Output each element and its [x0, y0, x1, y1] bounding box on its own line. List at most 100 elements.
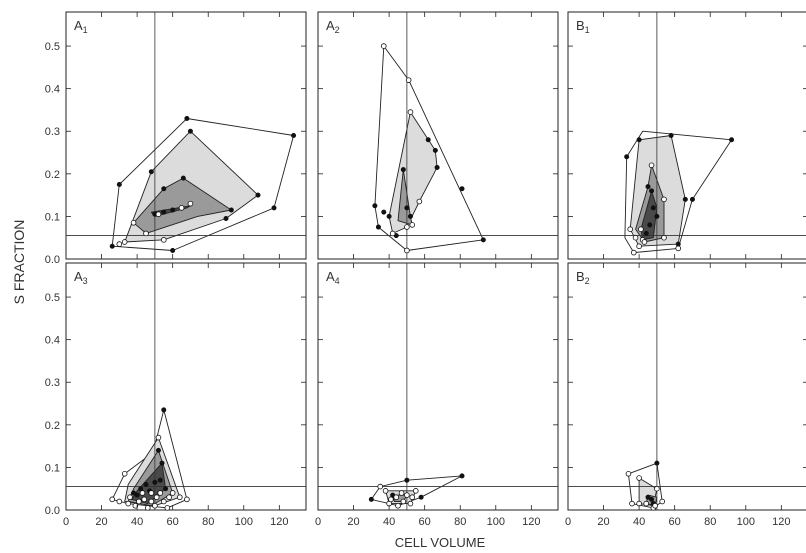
- data-point-closed: [187, 128, 193, 134]
- data-point-open: [629, 500, 635, 507]
- data-point-closed: [372, 203, 378, 209]
- y-tick-label: 0.0: [45, 254, 60, 266]
- x-tick-label: 60: [669, 516, 681, 528]
- data-point-open: [630, 249, 637, 256]
- data-point-closed: [161, 209, 167, 215]
- data-point-open: [141, 496, 148, 503]
- data-point-closed: [668, 133, 674, 139]
- data-point-open: [143, 230, 149, 237]
- data-point-open: [176, 494, 183, 501]
- data-point-closed: [649, 188, 655, 194]
- data-point-closed: [432, 147, 438, 153]
- data-point-open: [160, 237, 167, 243]
- x-tick-label: 100: [737, 516, 755, 528]
- data-point-closed: [381, 209, 387, 215]
- data-point-open: [121, 471, 128, 477]
- data-point-open: [636, 475, 642, 481]
- x-axis-label: CELL VOLUME: [395, 535, 486, 550]
- data-point-closed: [654, 213, 660, 219]
- x-tick-label: 0: [63, 516, 69, 528]
- data-point-open: [632, 234, 639, 241]
- data-point-open: [144, 505, 151, 511]
- data-point-closed: [148, 169, 154, 175]
- y-tick-label: 0.1: [45, 462, 60, 474]
- data-point-open: [404, 247, 410, 254]
- y-tick-label: 0.5: [45, 292, 60, 304]
- data-point-open: [152, 502, 158, 509]
- y-axis-label: S FRACTION: [11, 220, 27, 305]
- data-point-closed: [255, 192, 261, 198]
- y-tick-label: 0.5: [45, 41, 60, 53]
- x-tick-label: 80: [454, 516, 466, 528]
- data-point-open: [157, 490, 164, 496]
- data-point-closed: [155, 447, 161, 453]
- data-point-closed: [418, 494, 424, 500]
- data-point-open: [409, 494, 416, 501]
- data-point-closed: [170, 247, 176, 253]
- data-point-closed: [643, 230, 649, 236]
- data-point-open: [164, 505, 171, 511]
- data-point-open: [638, 226, 644, 232]
- y-tick-label: 0.0: [45, 505, 60, 517]
- data-point-open: [148, 490, 155, 496]
- x-tick-label: 100: [235, 516, 253, 528]
- data-point-open: [661, 234, 667, 241]
- data-point-open: [377, 483, 384, 490]
- x-tick-label: 80: [704, 516, 716, 528]
- data-point-open: [407, 109, 414, 115]
- data-point-closed: [459, 473, 465, 479]
- y-tick-label: 0.2: [45, 420, 60, 432]
- data-point-closed: [163, 486, 169, 492]
- data-point-closed: [636, 137, 642, 143]
- data-point-open: [187, 200, 194, 207]
- data-point-closed: [729, 137, 735, 143]
- data-point-open: [405, 77, 412, 83]
- x-tick-label: 120: [772, 516, 790, 528]
- hull-none: [627, 462, 663, 509]
- x-tick-label: 0: [565, 516, 571, 528]
- x-tick-label: 40: [131, 516, 143, 528]
- data-point-closed: [404, 205, 410, 211]
- data-point-closed: [649, 496, 655, 502]
- data-point-open: [648, 162, 655, 169]
- panel-frame: [567, 262, 806, 511]
- panel-frame: [65, 262, 307, 511]
- data-point-open: [184, 496, 190, 503]
- panel-label: A1: [74, 18, 88, 35]
- data-point-closed: [161, 186, 167, 192]
- hull-dark: [640, 190, 658, 241]
- data-point-open: [178, 205, 185, 211]
- panel-a1: A1 0.0 0.1 0.2 0.3 0.4 0.5: [45, 11, 307, 266]
- data-point-open: [409, 222, 416, 228]
- panel-frame: [317, 262, 559, 511]
- data-point-closed: [271, 205, 277, 211]
- x-tick-label: 60: [167, 516, 179, 528]
- data-point-open: [139, 490, 146, 496]
- data-point-closed: [425, 137, 431, 143]
- x-tick-label: 20: [95, 516, 107, 528]
- panels-group: A1 0.0 0.1 0.2 0.3 0.4 0.5 A2 B1 A3 0.0 0.1 0.2 0.3 0.…: [45, 11, 806, 528]
- data-point-open: [148, 498, 155, 505]
- data-point-open: [155, 211, 162, 218]
- data-point-open: [109, 496, 116, 503]
- data-point-closed: [400, 167, 406, 173]
- hull-none: [624, 130, 733, 254]
- data-point-closed: [368, 496, 374, 502]
- data-point-open: [169, 490, 176, 496]
- data-point-open: [661, 196, 667, 203]
- data-point-closed: [386, 213, 392, 219]
- data-point-open: [659, 498, 666, 505]
- data-point-closed: [647, 222, 653, 228]
- data-point-open: [116, 498, 123, 505]
- data-point-open: [652, 502, 658, 509]
- data-point-closed: [161, 407, 167, 413]
- data-point-closed: [645, 494, 651, 500]
- data-point-closed: [184, 115, 190, 121]
- data-point-open: [160, 498, 167, 505]
- data-point-open: [398, 490, 405, 496]
- x-tick-label: 80: [202, 516, 214, 528]
- data-point-open: [166, 494, 172, 501]
- data-point-closed: [152, 479, 158, 485]
- x-tick-label: 120: [270, 516, 288, 528]
- data-point-closed: [624, 154, 630, 160]
